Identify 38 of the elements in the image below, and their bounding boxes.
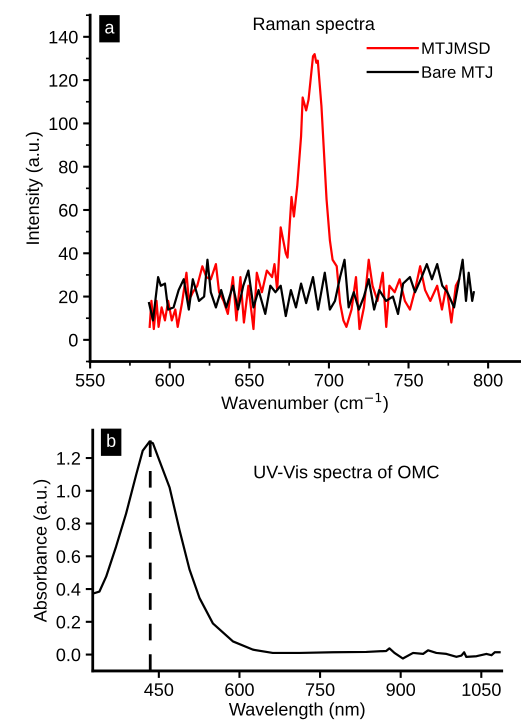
y-axis-title: Absorbance (a.u.): [33, 480, 50, 622]
x-tick-label: 700: [314, 374, 344, 387]
x-tick-label: 600: [225, 683, 254, 696]
x-tick-label: 650: [235, 374, 264, 387]
x-axis-title: Wavelength (nm): [228, 702, 365, 720]
x-tick-label: 900: [386, 683, 416, 696]
chart-title: Raman spectra: [254, 18, 375, 34]
y-tick-label: 20: [59, 290, 78, 304]
y-tick-label: 0.4: [56, 582, 80, 596]
y-tick-label: 0.2: [56, 616, 80, 629]
y-tick-label: 0: [68, 334, 78, 347]
x-tick-label: 750: [394, 374, 423, 387]
y-tick-label: 0.0: [56, 648, 80, 662]
annotation: a: [105, 24, 114, 34]
line-series: [148, 258, 475, 322]
x-tick-label: 750: [306, 683, 334, 696]
legend-label: MTJMSD: [422, 42, 490, 54]
y-tick-label: 140: [50, 30, 78, 44]
x-tick-label: 600: [156, 374, 184, 387]
legend-label: Bare MTJ: [422, 66, 492, 78]
text: UV-Vis spectra of OMC: [254, 465, 439, 482]
y-tick-label: 80: [59, 160, 78, 174]
y-tick-label: 120: [50, 74, 78, 87]
x-tick-label: 1050: [462, 683, 501, 696]
line-series: [148, 53, 460, 330]
y-tick-label: 0.8: [56, 517, 80, 530]
x-tick-label: 550: [76, 374, 104, 387]
annotation: b: [107, 434, 116, 448]
y-tick-label: 100: [50, 117, 78, 130]
x-tick-label: 800: [474, 374, 502, 387]
y-tick-label: 40: [58, 247, 78, 260]
y-axis-title: Intensity (a.u.): [26, 132, 43, 244]
y-tick-label: 0.6: [56, 550, 80, 564]
x-axis-title: Wavenumber (cm$^{−1}$): [221, 392, 388, 413]
y-tick-label: 1.0: [57, 484, 80, 498]
x-tick-label: 450: [144, 683, 174, 696]
y-tick-label: 1.2: [57, 452, 80, 465]
y-tick-label: 60: [59, 204, 78, 217]
